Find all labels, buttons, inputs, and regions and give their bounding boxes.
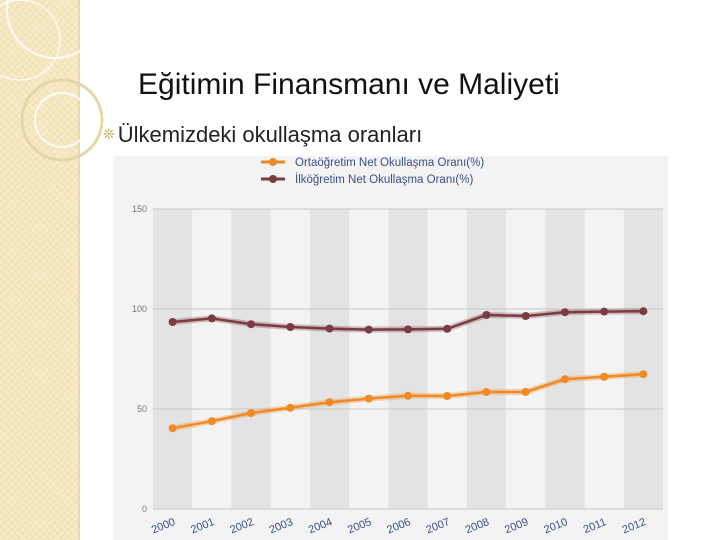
data-point <box>404 391 412 400</box>
data-point <box>639 307 648 316</box>
decorative-side-band <box>0 0 80 540</box>
y-tick-label: 150 <box>132 204 147 214</box>
data-point <box>404 325 412 334</box>
chart-band <box>545 209 585 509</box>
bullet-item: ❊ Ülkemizdeki okullaşma oranları <box>103 122 422 148</box>
data-point <box>168 424 177 433</box>
x-tick-label: 2007 <box>425 516 452 536</box>
legend-label: Ortaöğretim Net Okullaşma Oranı(%) <box>295 157 484 169</box>
legend-label: İlköğretim Net Okullaşma Oranı(%) <box>295 173 473 186</box>
legend-swatch-marker <box>269 158 277 166</box>
data-point <box>560 375 569 384</box>
x-tick-label: 2009 <box>503 516 530 536</box>
x-tick-label: 2010 <box>542 516 569 536</box>
data-point <box>325 398 334 407</box>
x-tick-label: 2003 <box>268 516 295 536</box>
data-point <box>286 323 295 331</box>
data-point <box>207 417 216 426</box>
data-point <box>247 320 256 329</box>
data-point <box>521 312 530 320</box>
x-tick-label: 2001 <box>189 516 216 536</box>
line-chart: 0 50 100 150 2000 2001 2002 2003 2004 2005 2006 200… <box>132 157 663 536</box>
chart-band <box>153 209 193 509</box>
data-point <box>600 307 609 316</box>
slide-title: Eğitimin Finansmanı ve Maliyeti <box>138 68 560 101</box>
x-tick-label: 2004 <box>307 516 334 536</box>
chart-band <box>466 209 507 509</box>
data-point <box>364 394 373 403</box>
data-point <box>168 318 177 326</box>
chart-band <box>309 209 350 509</box>
y-tick-label: 0 <box>142 504 147 514</box>
data-point <box>639 370 648 379</box>
x-tick-label: 2005 <box>346 516 373 536</box>
data-point <box>364 325 373 334</box>
data-point <box>521 388 530 396</box>
bullet-mark-icon: ❊ <box>103 126 115 142</box>
x-tick-label: 2000 <box>150 516 177 536</box>
chart-band <box>388 209 428 509</box>
data-point <box>560 308 569 317</box>
chart-band <box>623 209 663 509</box>
data-point <box>482 311 491 319</box>
data-point <box>286 403 295 412</box>
x-tick-label: 2002 <box>228 516 255 536</box>
x-tick-label: 2006 <box>385 516 412 536</box>
side-band-edge <box>78 0 80 540</box>
y-tick-label: 100 <box>132 304 147 314</box>
data-point <box>247 409 256 417</box>
data-point <box>482 388 491 396</box>
data-point <box>443 392 452 400</box>
chart-band <box>231 209 271 509</box>
bullet-text: Ülkemizdeki okullaşma oranları <box>117 122 423 147</box>
data-point <box>325 324 334 333</box>
x-tick-label: 2011 <box>582 516 608 536</box>
x-tick-label: 2012 <box>621 516 648 536</box>
y-tick-label: 50 <box>137 404 147 414</box>
legend-swatch-marker <box>269 175 277 183</box>
data-point <box>600 372 609 381</box>
data-point <box>207 314 216 323</box>
x-tick-label: 2008 <box>464 516 491 536</box>
decorative-circles <box>0 0 104 162</box>
data-point <box>443 324 452 333</box>
